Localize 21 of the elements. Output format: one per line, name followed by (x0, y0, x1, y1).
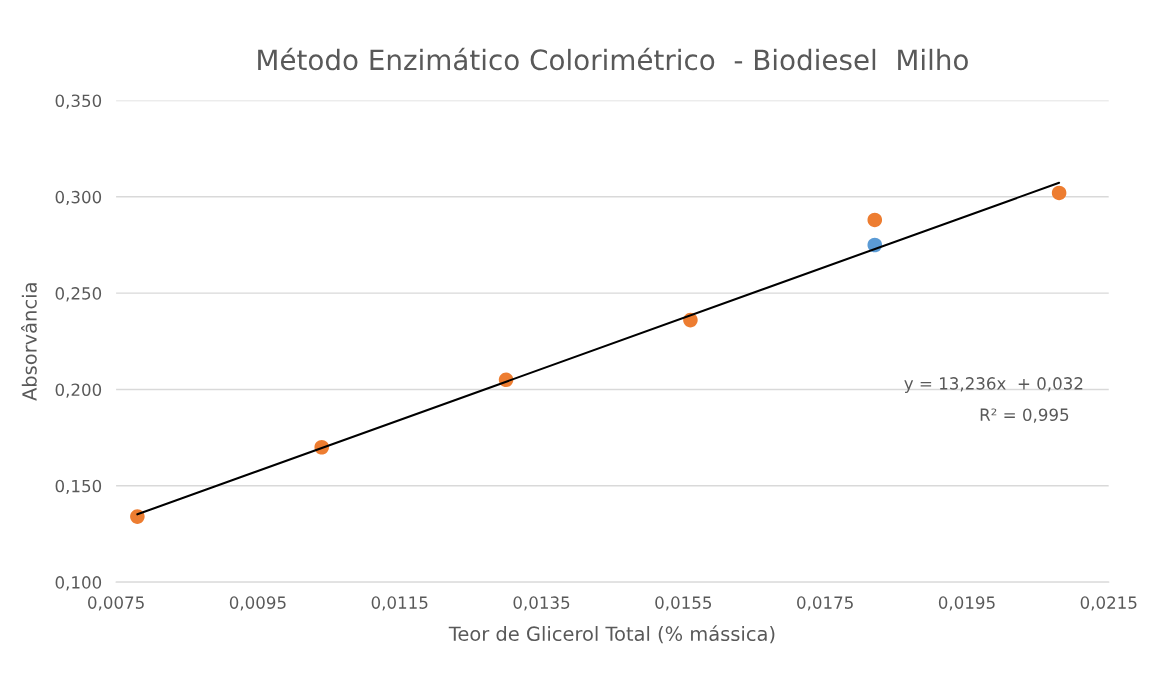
annotation: R² = 0,995 (980, 408, 1069, 423)
point (867, 212, 883, 228)
y-tick-label: 0,150 (55, 479, 102, 495)
x-tick-label: 0,0195 (938, 596, 995, 611)
y-tick-label: 0,300 (55, 190, 102, 206)
y-tick-label: 0,250 (55, 287, 102, 302)
y-tick-label: 0,100 (55, 576, 102, 591)
x-tick-label: 0,0175 (797, 596, 853, 611)
x-tick-label: 0,0095 (229, 596, 286, 611)
x-tick-label: 0,0135 (513, 596, 570, 611)
y-tick-label: 0,200 (55, 383, 102, 398)
x-tick-label: 0,0075 (88, 596, 144, 611)
chart-title: Método Enzimático Colorimétrico - Biodiesel Milho (258, 47, 968, 71)
x-axis-title: Teor de Glicerol Total (% mássica) (448, 625, 775, 644)
y-axis-title: Absorvância (21, 283, 37, 401)
x-tick-label: 0,0155 (655, 596, 712, 611)
annotation: y = 13,236x + 0,032 (904, 377, 1083, 393)
x-tick-label: 0,0115 (371, 596, 428, 611)
x-tick-label: 0,0215 (1080, 596, 1137, 611)
point (1051, 185, 1067, 201)
y-tick-label: 0,350 (55, 94, 102, 109)
